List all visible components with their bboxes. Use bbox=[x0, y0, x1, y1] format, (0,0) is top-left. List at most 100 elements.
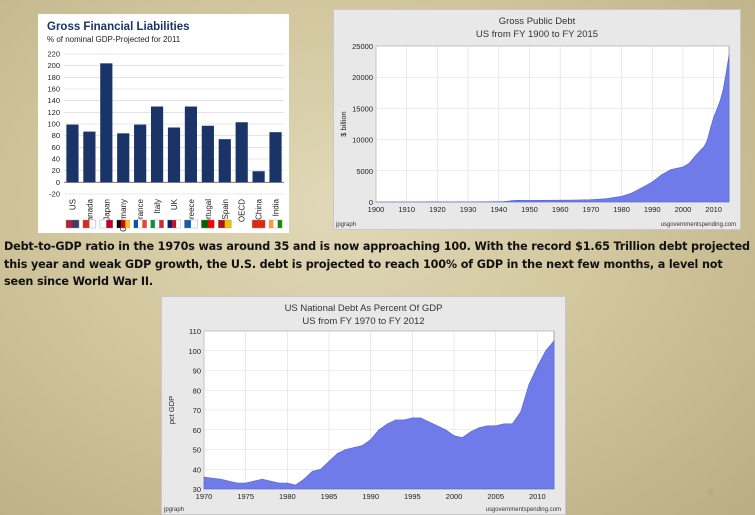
y-tick-label: 50 bbox=[193, 446, 201, 455]
data-point-1935 bbox=[483, 201, 484, 203]
bar-us bbox=[66, 124, 79, 183]
data-point-2000 bbox=[682, 166, 684, 168]
flag-stripe bbox=[167, 220, 173, 228]
y-tick-label: 110 bbox=[189, 327, 201, 336]
bar-china bbox=[252, 171, 265, 183]
data-point-1990 bbox=[370, 439, 372, 440]
y-tick-label: 60 bbox=[193, 426, 201, 435]
flag-us-icon bbox=[65, 219, 80, 229]
x-tick-label: 1990 bbox=[362, 492, 379, 501]
data-point-2014 bbox=[725, 73, 727, 75]
bar-portugal bbox=[201, 125, 214, 183]
flag-stripe bbox=[66, 220, 73, 228]
flag-japan-icon bbox=[99, 219, 113, 229]
flag-border bbox=[150, 219, 164, 229]
data-point-1983 bbox=[311, 470, 313, 472]
flag-portugal-icon bbox=[201, 219, 215, 229]
data-point-1998 bbox=[436, 425, 438, 427]
flag-stripe bbox=[176, 220, 181, 228]
y-tick-label: -20 bbox=[49, 190, 60, 199]
flag-stripe bbox=[273, 220, 278, 228]
flag-border bbox=[184, 219, 198, 229]
x-tick-label: 1940 bbox=[490, 205, 507, 214]
data-point-1965 bbox=[575, 199, 576, 201]
y-tick-label: 120 bbox=[47, 108, 60, 117]
y-tick-label: 40 bbox=[52, 155, 60, 164]
x-tick-label: 1970 bbox=[196, 492, 213, 501]
flag-india-icon bbox=[268, 219, 283, 229]
y-tick-label: 180 bbox=[47, 73, 60, 82]
y-axis-label: pct GDP bbox=[167, 396, 176, 424]
x-tick-label: 1980 bbox=[279, 492, 296, 501]
flag-stripe bbox=[224, 220, 232, 228]
y-tick-label: 160 bbox=[47, 85, 60, 94]
flag-stripe bbox=[269, 220, 274, 228]
flag-stripe bbox=[252, 220, 259, 228]
data-point-2007 bbox=[511, 423, 513, 425]
source-left: jpgraph bbox=[163, 507, 184, 513]
x-tick-label: 1930 bbox=[460, 205, 477, 214]
data-point-1986 bbox=[639, 188, 641, 190]
data-point-1997 bbox=[428, 421, 430, 423]
flag-germany-icon bbox=[116, 219, 130, 229]
data-point-2004 bbox=[694, 155, 696, 157]
x-tick-label: 1975 bbox=[237, 492, 254, 501]
flag-france-icon bbox=[133, 219, 147, 229]
flag-stripe bbox=[142, 220, 147, 228]
x-tick-label: 1970 bbox=[583, 205, 600, 214]
x-tick-label-france: France bbox=[136, 198, 145, 223]
y-tick-label: 70 bbox=[193, 406, 201, 415]
data-point-1990 bbox=[651, 181, 653, 183]
slide-number: 9 bbox=[708, 487, 714, 497]
x-tick-label-canada: Canada bbox=[85, 198, 94, 227]
x-tick-label-china: China bbox=[255, 198, 264, 219]
x-tick-label-portugal: Portugal bbox=[204, 199, 213, 229]
data-point-2011 bbox=[545, 350, 547, 352]
flag-china-icon bbox=[251, 219, 266, 229]
data-point-1950 bbox=[529, 200, 530, 201]
data-point-1955 bbox=[544, 199, 546, 201]
flag-border bbox=[201, 219, 215, 229]
data-point-1993 bbox=[395, 419, 397, 421]
y-tick-label: 40 bbox=[193, 465, 201, 474]
data-point-2000 bbox=[453, 435, 455, 437]
data-point-1981 bbox=[295, 484, 297, 486]
flag-border bbox=[65, 219, 80, 229]
data-point-2008 bbox=[520, 411, 522, 413]
x-tick-label-greece: Greece bbox=[187, 198, 196, 225]
flag-stripe bbox=[133, 220, 139, 228]
flag-stripe bbox=[89, 220, 97, 228]
x-tick-label-uk: UK bbox=[170, 198, 179, 210]
y-axis-label: $ billion bbox=[339, 111, 348, 136]
flag-stripe bbox=[218, 220, 225, 228]
x-tick-label-germany: Germany bbox=[119, 199, 128, 232]
data-point-2010 bbox=[536, 366, 538, 367]
flag-stripe bbox=[277, 220, 283, 228]
data-point-2004 bbox=[486, 425, 488, 427]
flag-canada-icon bbox=[82, 219, 97, 229]
flag-stripe bbox=[154, 220, 160, 228]
data-point-1946 bbox=[516, 199, 518, 201]
x-tick-label: 1910 bbox=[398, 205, 415, 214]
flag-greece-icon bbox=[184, 219, 198, 229]
debt-percent-gdp-area-chart-svg: US National Debt As Percent Of GDP US fro… bbox=[163, 303, 561, 513]
x-tick-label: 1980 bbox=[613, 205, 630, 214]
y-tick-label: 200 bbox=[47, 61, 60, 70]
bar-uk bbox=[167, 127, 181, 183]
y-tick-label: 20 bbox=[52, 166, 60, 175]
data-point-1972 bbox=[220, 478, 222, 480]
debt-percent-gdp-chart: US National Debt As Percent Of GDP US fro… bbox=[161, 296, 566, 515]
x-tick-label-us: US bbox=[68, 199, 77, 210]
flag-border bbox=[82, 219, 97, 229]
x-tick-label: 2000 bbox=[675, 205, 692, 214]
bar-india bbox=[269, 132, 282, 183]
data-point-2002 bbox=[470, 431, 472, 433]
data-point-2006 bbox=[503, 423, 505, 425]
x-tick-label: 1985 bbox=[321, 492, 338, 501]
data-point-2008 bbox=[707, 139, 708, 140]
flag-stripe bbox=[201, 220, 209, 228]
liabilities-bar-chart-svg: Gross Financial Liabilities % of nominal … bbox=[47, 21, 284, 232]
x-tick-label: 1995 bbox=[404, 492, 421, 501]
data-point-2001 bbox=[461, 437, 463, 438]
data-point-1980 bbox=[621, 195, 622, 197]
